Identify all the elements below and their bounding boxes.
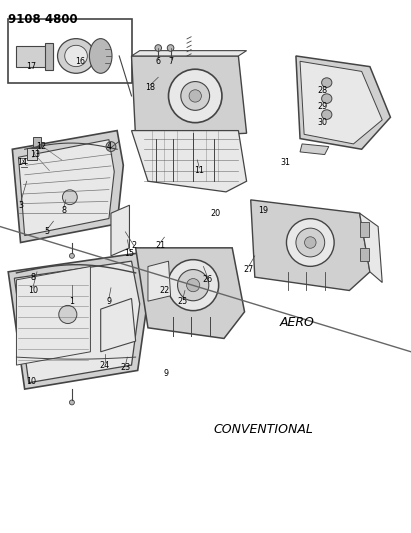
Circle shape bbox=[286, 219, 334, 266]
Text: 23: 23 bbox=[120, 364, 130, 372]
Circle shape bbox=[187, 279, 200, 292]
Text: CONVENTIONAL: CONVENTIONAL bbox=[214, 423, 314, 435]
Text: 5: 5 bbox=[45, 228, 50, 236]
Text: 20: 20 bbox=[211, 209, 221, 217]
Text: 27: 27 bbox=[244, 265, 254, 273]
Text: 28: 28 bbox=[318, 86, 328, 95]
Ellipse shape bbox=[321, 110, 332, 119]
Circle shape bbox=[169, 69, 222, 123]
Circle shape bbox=[189, 90, 201, 102]
Text: 9108 4800: 9108 4800 bbox=[8, 13, 78, 26]
Text: 30: 30 bbox=[318, 118, 328, 127]
Text: 16: 16 bbox=[75, 57, 85, 66]
Ellipse shape bbox=[321, 78, 332, 87]
Bar bbox=[360, 248, 369, 261]
Circle shape bbox=[167, 45, 174, 51]
Polygon shape bbox=[18, 140, 114, 236]
Circle shape bbox=[178, 270, 209, 301]
Polygon shape bbox=[360, 213, 382, 282]
Circle shape bbox=[155, 45, 162, 51]
Text: 18: 18 bbox=[145, 84, 155, 92]
Bar bbox=[8, 19, 132, 83]
Circle shape bbox=[62, 190, 77, 205]
Text: 11: 11 bbox=[194, 166, 204, 175]
Text: 14: 14 bbox=[18, 158, 28, 167]
Polygon shape bbox=[101, 298, 136, 352]
Polygon shape bbox=[14, 261, 140, 383]
Text: 3: 3 bbox=[18, 201, 23, 209]
Polygon shape bbox=[148, 261, 171, 301]
Circle shape bbox=[305, 237, 316, 248]
Polygon shape bbox=[300, 144, 329, 155]
Ellipse shape bbox=[65, 45, 88, 67]
Bar bbox=[27, 148, 37, 160]
Text: 26: 26 bbox=[203, 276, 212, 284]
Circle shape bbox=[106, 142, 116, 151]
Circle shape bbox=[69, 400, 74, 405]
Text: 19: 19 bbox=[258, 206, 268, 215]
Circle shape bbox=[168, 260, 219, 311]
Polygon shape bbox=[132, 56, 247, 139]
Polygon shape bbox=[8, 253, 148, 389]
Text: 13: 13 bbox=[30, 150, 40, 159]
Polygon shape bbox=[111, 205, 129, 256]
Text: 12: 12 bbox=[36, 142, 46, 151]
Circle shape bbox=[69, 253, 74, 259]
Text: 9: 9 bbox=[106, 297, 111, 305]
Text: 15: 15 bbox=[125, 249, 134, 257]
Text: 4: 4 bbox=[106, 142, 111, 151]
Bar bbox=[360, 222, 369, 237]
Ellipse shape bbox=[321, 94, 332, 103]
Text: 2: 2 bbox=[131, 241, 136, 249]
Text: 21: 21 bbox=[155, 241, 165, 249]
Circle shape bbox=[296, 228, 325, 257]
Polygon shape bbox=[16, 266, 90, 365]
Text: 29: 29 bbox=[318, 102, 328, 111]
Polygon shape bbox=[136, 248, 245, 338]
Polygon shape bbox=[132, 51, 247, 56]
Bar bbox=[45, 43, 53, 70]
Circle shape bbox=[59, 305, 77, 324]
Text: 25: 25 bbox=[178, 297, 188, 305]
Text: 31: 31 bbox=[281, 158, 291, 167]
Polygon shape bbox=[132, 131, 247, 192]
Bar bbox=[16, 46, 53, 67]
Text: 9: 9 bbox=[164, 369, 169, 377]
Text: 17: 17 bbox=[26, 62, 36, 71]
Text: 24: 24 bbox=[100, 361, 110, 369]
Circle shape bbox=[181, 82, 210, 110]
Text: 1: 1 bbox=[69, 297, 74, 305]
Polygon shape bbox=[12, 131, 123, 243]
Bar bbox=[33, 137, 41, 147]
Polygon shape bbox=[251, 200, 370, 290]
Ellipse shape bbox=[90, 39, 112, 73]
Ellipse shape bbox=[58, 39, 95, 73]
Text: 10: 10 bbox=[28, 286, 38, 295]
Polygon shape bbox=[296, 56, 390, 149]
Polygon shape bbox=[300, 61, 382, 144]
Text: 8: 8 bbox=[30, 273, 35, 281]
Text: AERO: AERO bbox=[279, 316, 314, 329]
Text: 6: 6 bbox=[156, 57, 161, 66]
Text: 8: 8 bbox=[61, 206, 66, 215]
Text: 7: 7 bbox=[168, 57, 173, 66]
Text: 10: 10 bbox=[26, 377, 36, 385]
Text: 22: 22 bbox=[159, 286, 169, 295]
